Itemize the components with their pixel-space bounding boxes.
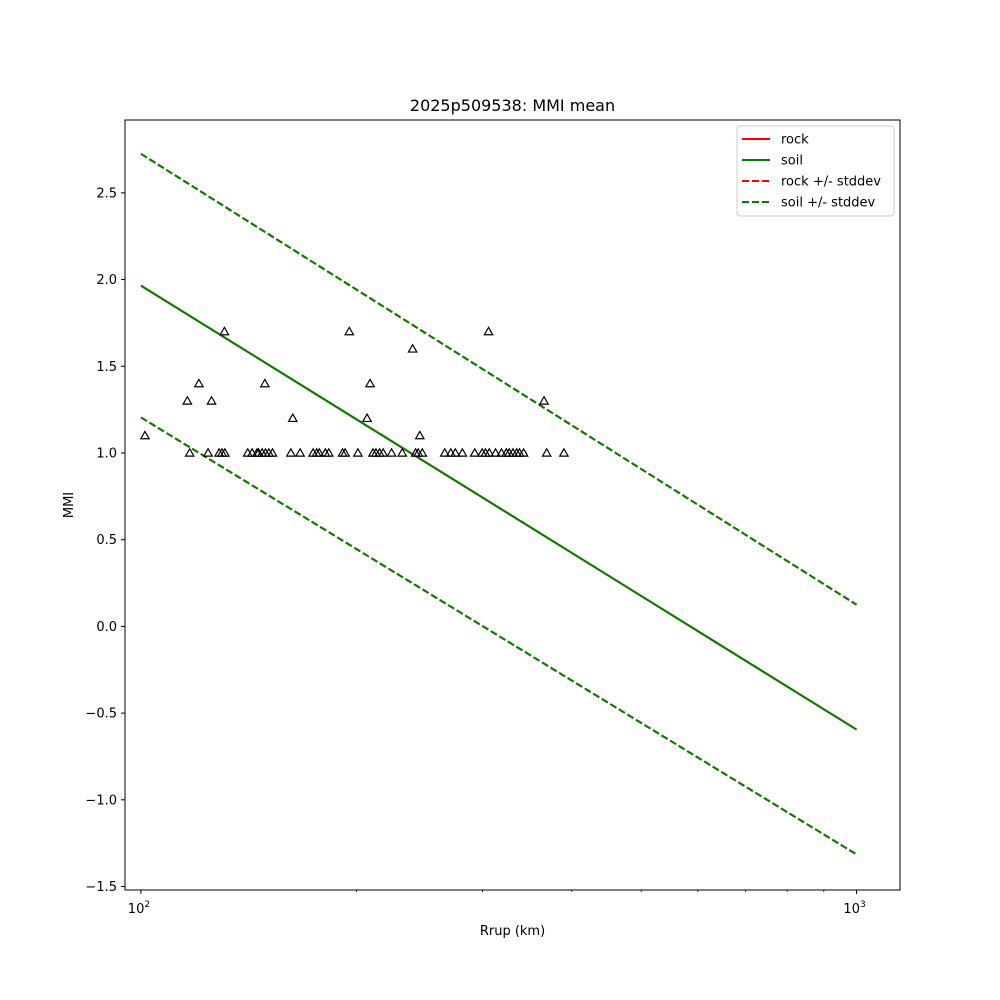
observation-marker	[407, 343, 418, 353]
observation-marker	[184, 447, 195, 457]
observation-marker	[457, 447, 468, 457]
observation-marker	[541, 447, 552, 457]
axis-ticks: −1.5 −1.0 −0.5 0.0 0.5 1.0 1.5 2.0 2.5 102 103	[85, 186, 865, 917]
observation-marker	[484, 447, 495, 457]
legend-box	[736, 125, 895, 217]
observation-marker	[285, 447, 297, 457]
observation-marker	[469, 447, 480, 457]
legend-label: rock	[781, 133, 809, 148]
x-axis-label: Rrup (km)	[480, 924, 545, 939]
legend-label: soil +/- stddev	[781, 196, 876, 211]
observation-marker	[267, 447, 278, 457]
observation-marker	[202, 447, 214, 457]
observation-marker	[361, 412, 373, 423]
observation-marker	[518, 447, 529, 457]
observation-marker	[344, 326, 355, 336]
observation-marker	[314, 447, 325, 457]
observation-marker	[219, 326, 230, 336]
x-tick-label: 103	[843, 900, 865, 917]
observation-marker	[323, 447, 334, 457]
observation-marker	[339, 447, 351, 457]
observation-marker	[396, 447, 408, 457]
observation-marker	[386, 447, 397, 457]
observation-marker	[139, 430, 151, 440]
y-tick-label: 0.0	[96, 620, 117, 635]
observation-marker	[182, 395, 193, 405]
observation-marker	[538, 395, 550, 405]
legend-label: soil	[781, 154, 803, 169]
y-tick-label: −0.5	[85, 707, 117, 722]
observation-marker	[352, 447, 364, 457]
observation-marker	[558, 447, 570, 457]
observation-marker	[439, 447, 450, 457]
observation-marker	[193, 378, 205, 388]
y-tick-label: 0.5	[96, 533, 117, 548]
observation-marker	[417, 447, 428, 457]
observation-marker	[483, 326, 494, 336]
y-tick-label: 2.5	[96, 186, 117, 201]
y-tick-label: 2.0	[96, 273, 117, 288]
legend-label: rock +/- stddev	[781, 175, 881, 190]
series-line-soil	[140, 284, 858, 731]
observation-marker	[414, 430, 426, 440]
observation-marker	[294, 447, 306, 457]
x-tick-exponent: 3	[860, 900, 866, 910]
legend: rock soil rock +/- stddev soil +/- stddev	[736, 125, 895, 217]
plot-area	[139, 152, 858, 856]
y-tick-label: −1.5	[85, 880, 117, 895]
observation-marker	[206, 395, 217, 405]
observation-marker	[246, 447, 258, 457]
chart-title: 2025p509538: MMI mean	[410, 96, 615, 115]
observation-marker	[377, 447, 389, 457]
y-tick-label: −1.0	[85, 793, 117, 808]
series-line-soil-stddev-lower	[140, 416, 858, 856]
y-tick-label: 1.5	[96, 360, 117, 375]
series-line-soil-stddev	[140, 152, 858, 606]
x-tick-label: 102	[128, 900, 150, 917]
observation-marker	[450, 447, 461, 457]
observation-marker	[490, 447, 501, 457]
observation-marker	[287, 412, 299, 423]
plot-frame	[124, 119, 901, 891]
observation-marker	[219, 447, 231, 457]
x-tick-exponent: 2	[144, 900, 150, 910]
y-axis-label: MMI	[62, 492, 77, 518]
observation-marker	[364, 378, 376, 388]
y-tick-label: 1.0	[96, 446, 117, 461]
observation-marker	[259, 378, 271, 388]
